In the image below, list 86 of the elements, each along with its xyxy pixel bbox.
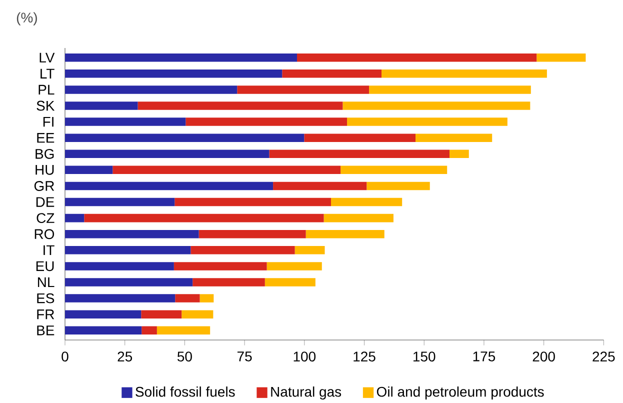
bar — [266, 262, 322, 270]
bar — [200, 294, 214, 302]
bar — [65, 118, 186, 126]
bar — [65, 53, 297, 62]
bar — [65, 198, 175, 206]
bar — [65, 230, 199, 238]
y-tick-label: EU — [36, 261, 54, 272]
bar — [65, 310, 142, 318]
bar — [190, 246, 295, 254]
x-tick-label: 100 — [294, 352, 316, 362]
bar — [342, 102, 530, 110]
y-axis-title: (%) — [16, 12, 37, 26]
legend-label: Solid fossil fuels — [136, 386, 235, 397]
x-tick-label: 225 — [592, 352, 615, 362]
x-tick-label: 0 — [62, 352, 68, 362]
bar — [65, 246, 191, 254]
bar — [382, 70, 547, 78]
y-tick-label: PL — [38, 84, 54, 95]
y-tick-label: GR — [34, 181, 54, 191]
bar — [306, 230, 384, 238]
y-tick-label: FI — [43, 116, 54, 127]
x-tick-label: 150 — [414, 352, 436, 362]
bar — [65, 294, 176, 302]
bar — [141, 310, 182, 318]
y-tick-label: DE — [36, 197, 54, 207]
bar — [65, 326, 142, 335]
y-tick-label: LV — [40, 52, 55, 62]
bar — [269, 150, 450, 158]
bar — [416, 134, 492, 142]
y-tick-label: CZ — [36, 213, 54, 224]
legend-label: Natural gas — [271, 386, 342, 400]
bar — [369, 86, 531, 94]
bar — [282, 70, 382, 78]
bar — [237, 86, 370, 94]
bar — [449, 150, 469, 158]
bar — [273, 182, 367, 190]
legend-label: Oil and petroleum products — [376, 386, 544, 400]
bar — [330, 198, 402, 206]
bar — [65, 166, 113, 174]
bar — [142, 326, 157, 335]
y-tick-label: SK — [36, 100, 55, 111]
bar — [304, 134, 416, 142]
y-tick-label: NL — [38, 277, 54, 288]
bar — [347, 118, 508, 126]
bar — [156, 326, 210, 335]
bar — [192, 278, 265, 286]
bar — [65, 278, 193, 286]
bar — [340, 166, 448, 174]
bar — [65, 262, 174, 270]
bar — [112, 166, 341, 174]
y-tick-label: EE — [37, 133, 54, 143]
bar — [65, 86, 238, 94]
x-tick-label: 25 — [118, 352, 132, 362]
y-tick-label: LT — [40, 68, 54, 78]
bar — [366, 182, 430, 190]
x-tick-label: 200 — [532, 352, 555, 362]
bar — [65, 70, 282, 78]
y-tick-label: BE — [37, 326, 54, 336]
bar — [198, 230, 306, 238]
bar — [294, 246, 325, 254]
y-tick-label: BG — [36, 148, 54, 159]
x-tick-label: 75 — [237, 352, 252, 362]
bar — [186, 118, 348, 126]
bar — [65, 102, 138, 110]
bar — [175, 294, 200, 302]
y-tick-label: FR — [37, 310, 54, 320]
bar — [182, 310, 214, 318]
y-tick-label: RO — [34, 229, 54, 240]
bar — [296, 53, 537, 62]
bar — [65, 182, 274, 190]
x-tick-label: 50 — [177, 352, 192, 362]
y-tick-label: IT — [44, 245, 54, 255]
y-tick-label: ES — [37, 293, 54, 304]
bar — [174, 198, 331, 206]
bar — [65, 150, 270, 158]
bar — [264, 278, 316, 286]
x-tick-label: 175 — [473, 352, 496, 362]
bar — [138, 102, 343, 110]
bar — [174, 262, 267, 270]
bar — [536, 53, 586, 62]
bar — [324, 214, 394, 222]
bar — [65, 214, 84, 222]
y-tick-label: HU — [36, 165, 54, 175]
bar — [84, 214, 324, 222]
x-tick-label: 125 — [354, 352, 376, 362]
bar — [65, 134, 304, 142]
